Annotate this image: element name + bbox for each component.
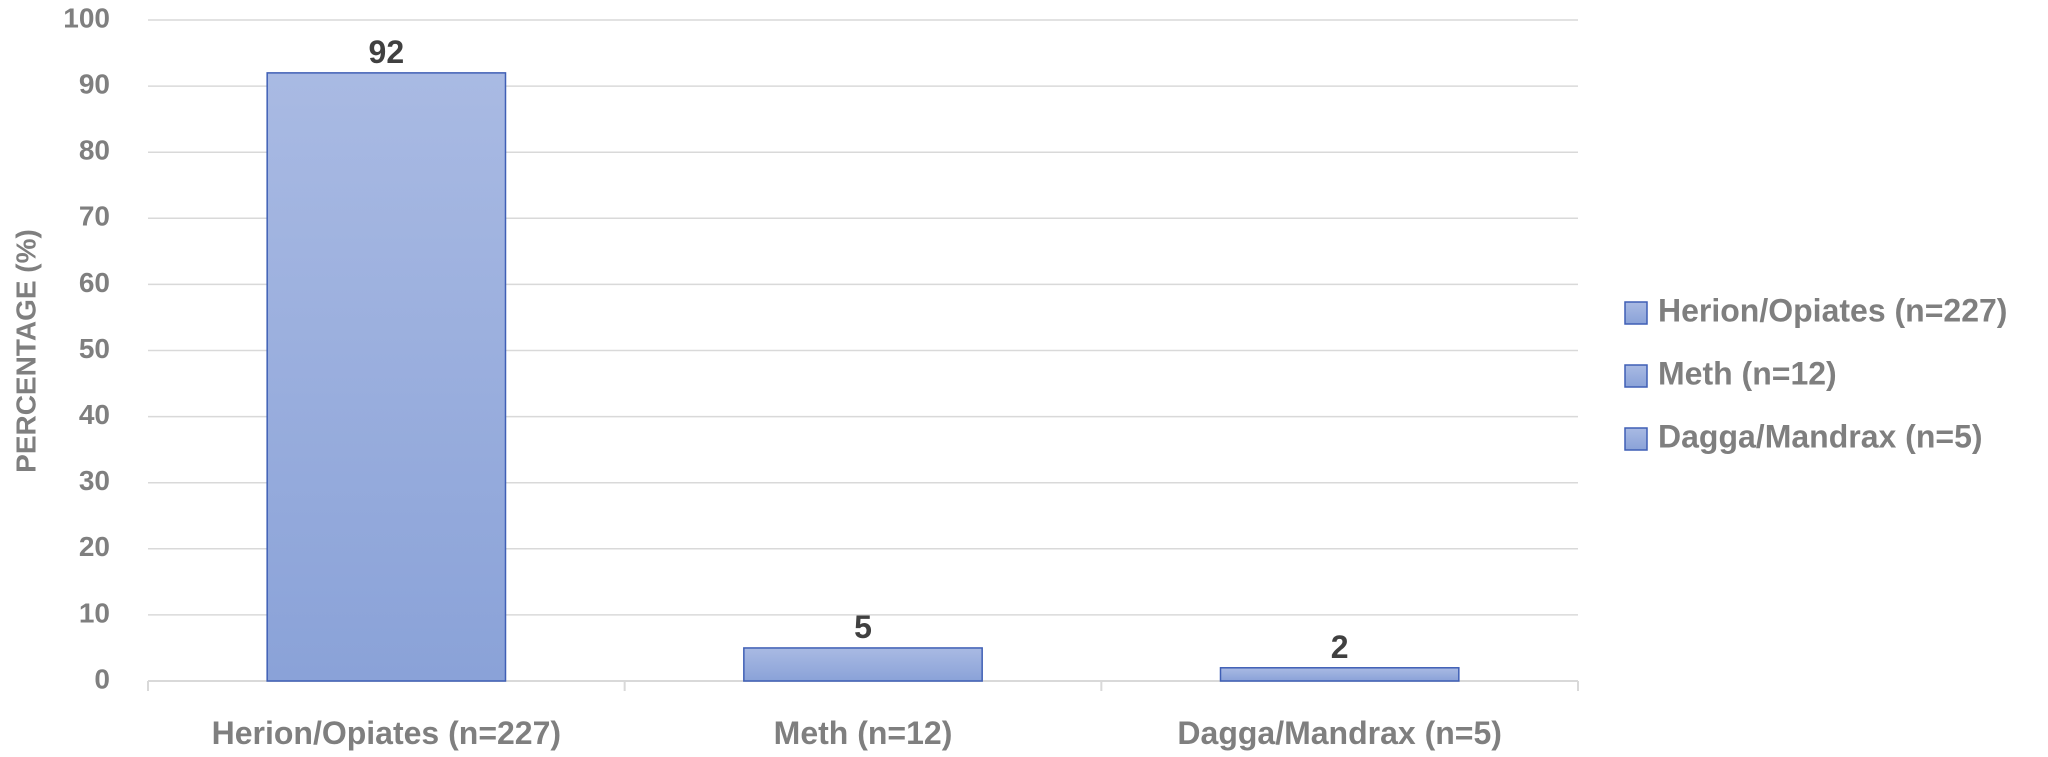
data-label: 2 — [1331, 629, 1349, 665]
y-tick-label: 70 — [79, 201, 110, 232]
x-category-label: Dagga/Mandrax (n=5) — [1177, 715, 1502, 751]
y-tick-label: 10 — [79, 597, 110, 628]
y-tick-label: 40 — [79, 399, 110, 430]
legend-swatch — [1624, 301, 1648, 325]
legend-label: Herion/Opiates (n=227) — [1658, 292, 2007, 328]
data-label: 5 — [854, 609, 872, 645]
legend: Herion/Opiates (n=227) Meth (n=12) Dagga/M… — [1624, 292, 2007, 454]
y-tick-label: 90 — [79, 68, 110, 99]
y-axis-title: PERCENTAGE (%) — [10, 229, 41, 473]
legend-label: Meth (n=12) — [1658, 355, 1837, 391]
labels: 0 10 20 30 40 50 60 70 80 90 100 92 Herion/Opiates (… — [63, 2, 1502, 751]
y-tick-label: 50 — [79, 333, 110, 364]
legend-label: Dagga/Mandrax (n=5) — [1658, 418, 1983, 454]
y-tick-label: 100 — [63, 2, 110, 33]
y-tick-label: 60 — [79, 267, 110, 298]
data-label: 92 — [369, 34, 405, 70]
y-tick-label: 0 — [94, 663, 110, 694]
y-tick-label: 30 — [79, 465, 110, 496]
bars — [266, 72, 1460, 682]
legend-swatch — [1624, 427, 1648, 451]
y-tick-label: 80 — [79, 135, 110, 166]
x-category-label: Meth (n=12) — [774, 715, 953, 751]
bar — [266, 72, 507, 682]
legend-swatch — [1624, 364, 1648, 388]
axes — [147, 680, 1579, 691]
bar — [1219, 667, 1460, 682]
x-category-label: Herion/Opiates (n=227) — [212, 715, 561, 751]
y-tick-label: 20 — [79, 531, 110, 562]
bar — [743, 647, 983, 682]
